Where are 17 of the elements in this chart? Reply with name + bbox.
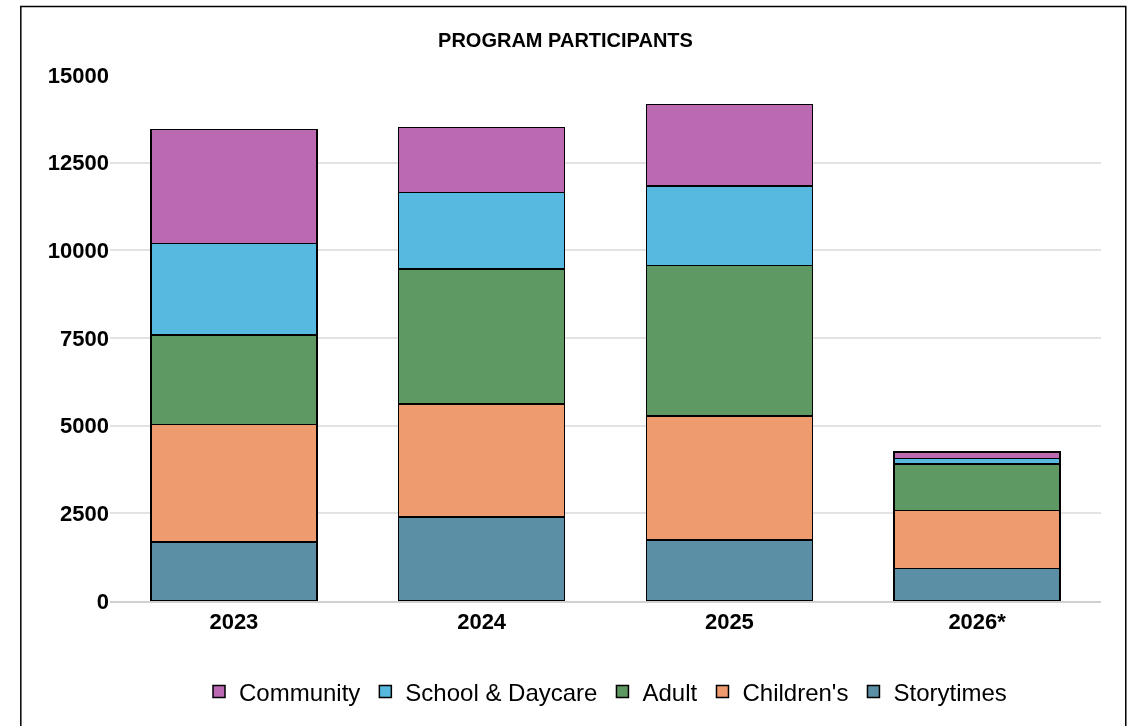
legend-label: Community [239, 678, 361, 706]
y-tick-label: 2500 [60, 501, 109, 527]
legend-label: School & Daycare [405, 678, 598, 706]
y-tick-label: 15000 [47, 62, 109, 88]
legend-label: Children's [742, 678, 849, 706]
chart-title: PROGRAM PARTICIPANTS [438, 28, 693, 51]
y-tick-label: 5000 [60, 413, 109, 439]
x-tick-label: 2024 [457, 609, 507, 635]
x-tick-label: 2025 [704, 609, 754, 635]
legend-label: Adult [642, 678, 698, 706]
x-tick-label: 2023 [209, 609, 259, 635]
legend-label: Storytimes [893, 678, 1007, 706]
y-tick-label: 7500 [60, 325, 109, 351]
y-tick-label: 0 [96, 588, 109, 614]
y-tick-label: 12500 [47, 150, 109, 176]
y-tick-label: 10000 [47, 238, 109, 264]
x-tick-label: 2026* [948, 609, 1007, 635]
